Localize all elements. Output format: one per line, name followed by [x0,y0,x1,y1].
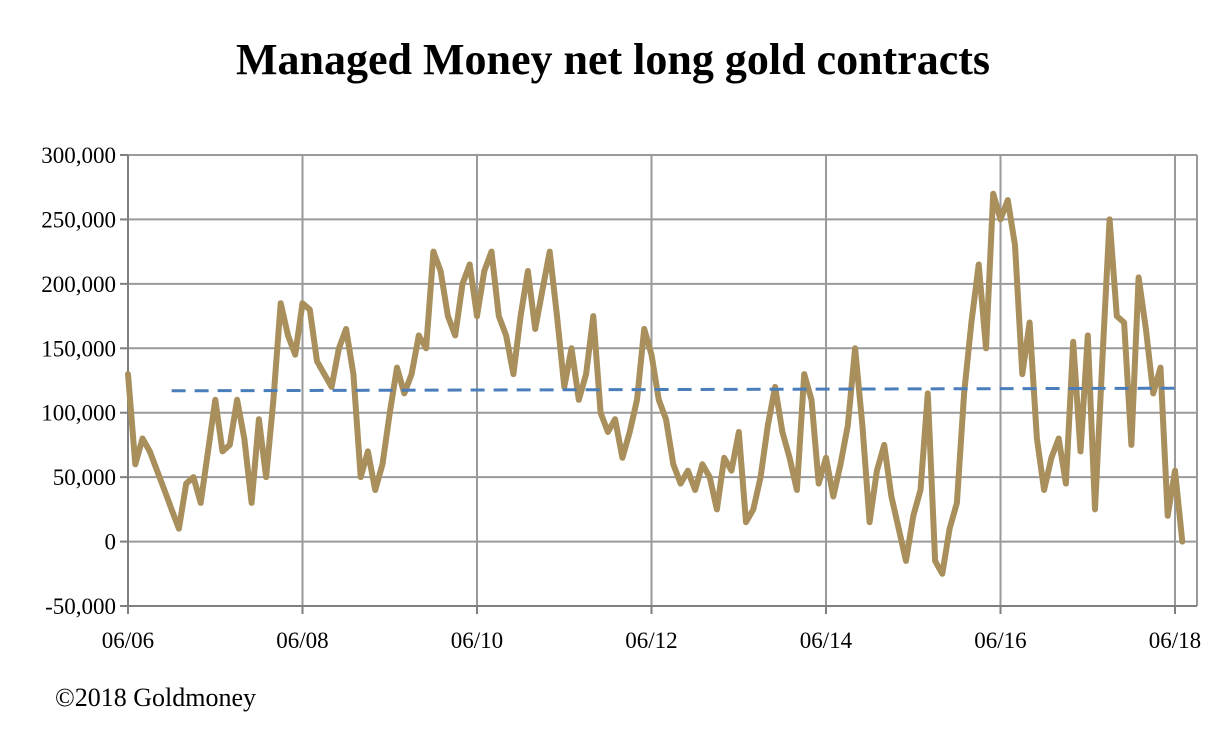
x-tick-label: 06/10 [451,628,503,653]
y-tick-label: 50,000 [53,465,116,490]
copyright-notice: ©2018 Goldmoney [55,683,257,712]
x-tick-label: 06/16 [974,628,1026,653]
x-tick-label: 06/08 [276,628,328,653]
y-tick-label: 250,000 [41,207,116,232]
y-tick-label: -50,000 [45,594,116,619]
y-tick-label: 150,000 [41,336,116,361]
average-dashed-line [171,386,1183,393]
line-chart: 300,000 250,000 200,000 150,000 100,000 50,00… [41,143,1201,653]
grid [127,154,1198,607]
chart-title: Managed Money net long gold contracts [235,35,991,84]
y-tick-label: 100,000 [41,401,116,426]
x-axis-tick-labels: 06/06 06/08 06/10 06/12 06/14 06/16 06/18 [102,628,1201,653]
x-tick-label: 06/18 [1149,628,1201,653]
series [125,190,1186,577]
x-tick-label: 06/14 [800,628,853,653]
y-tick-label: 200,000 [41,272,116,297]
x-tick-label: 06/06 [102,628,154,653]
y-tick-label: 300,000 [41,143,116,168]
x-tick-label: 06/12 [625,628,677,653]
y-axis-tick-labels: 300,000 250,000 200,000 150,000 100,000 50,00… [41,143,116,619]
net-long-series-line [125,190,1186,577]
y-tick-label: 0 [105,530,117,555]
